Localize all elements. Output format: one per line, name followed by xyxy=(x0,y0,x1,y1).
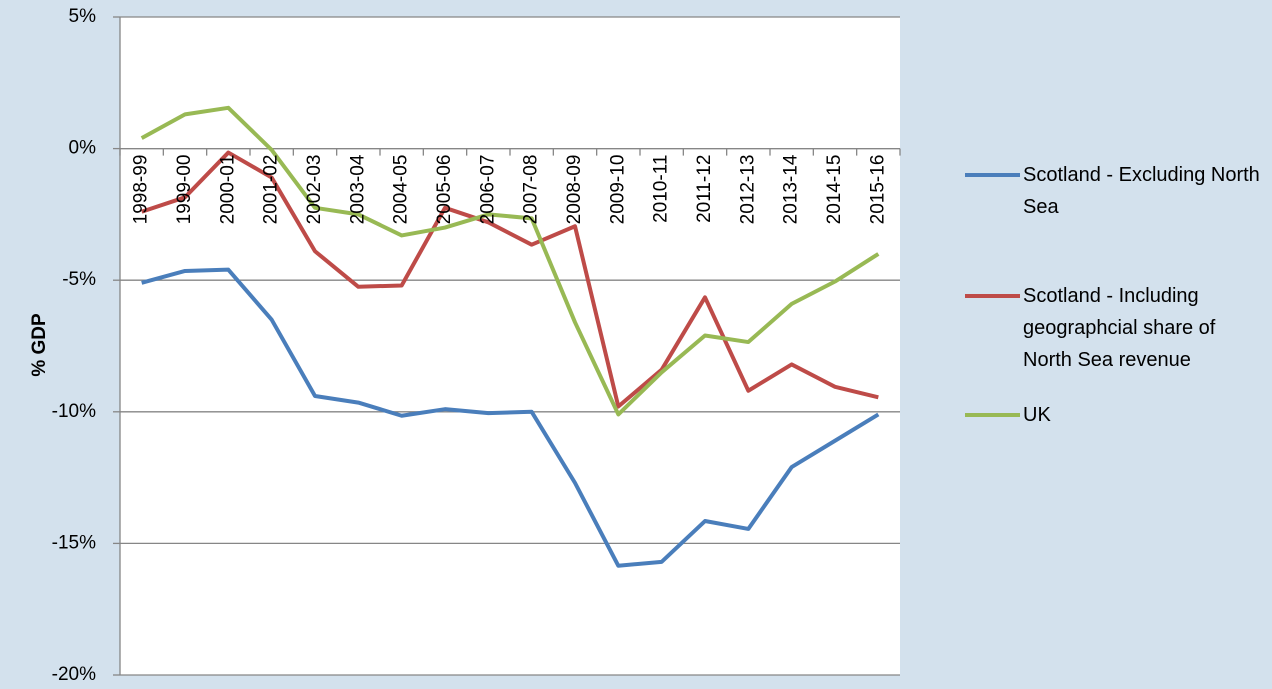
y-tick-label: -15% xyxy=(52,532,96,553)
x-tick-label: 2011-12 xyxy=(694,155,715,223)
x-tick-label: 2015-16 xyxy=(867,155,888,225)
x-tick-label: 2014-15 xyxy=(824,155,845,225)
y-tick-label: 0% xyxy=(69,138,97,159)
y-tick-label: 5% xyxy=(69,6,97,27)
x-tick-label: 2002-03 xyxy=(304,155,325,225)
x-tick-label: 2006-07 xyxy=(477,155,498,225)
x-tick-label: 2010-11 xyxy=(651,155,672,223)
legend-label: Scotland - Excluding North Sea xyxy=(1023,164,1260,218)
x-tick-label: 2005-06 xyxy=(434,155,455,225)
y-tick-label: -5% xyxy=(62,269,96,290)
y-tick-label: -10% xyxy=(52,401,96,422)
x-tick-label: 2000-01 xyxy=(217,155,238,225)
x-tick-label: 2012-13 xyxy=(737,155,758,225)
x-tick-label: 2009-10 xyxy=(607,155,628,225)
legend-label: UK xyxy=(1023,404,1051,426)
x-tick-label: 2003-04 xyxy=(347,154,368,224)
x-tick-label: 2008-09 xyxy=(564,155,585,225)
y-tick-label: -20% xyxy=(52,664,96,685)
x-tick-label: 2013-14 xyxy=(781,154,802,224)
series-line xyxy=(141,150,879,409)
x-tick-label: 2004-05 xyxy=(391,155,412,225)
x-tick-label: 1999-00 xyxy=(174,155,195,225)
x-tick-label: 2007-08 xyxy=(521,155,542,225)
x-tick-label: 1998-99 xyxy=(131,155,152,225)
series-line xyxy=(141,267,880,568)
y-axis-title: % GDP xyxy=(29,313,50,377)
legend-label: Scotland - Including geographcial share … xyxy=(1023,285,1216,371)
x-tick-label: 2001-02 xyxy=(261,155,282,225)
series-line xyxy=(140,105,880,417)
